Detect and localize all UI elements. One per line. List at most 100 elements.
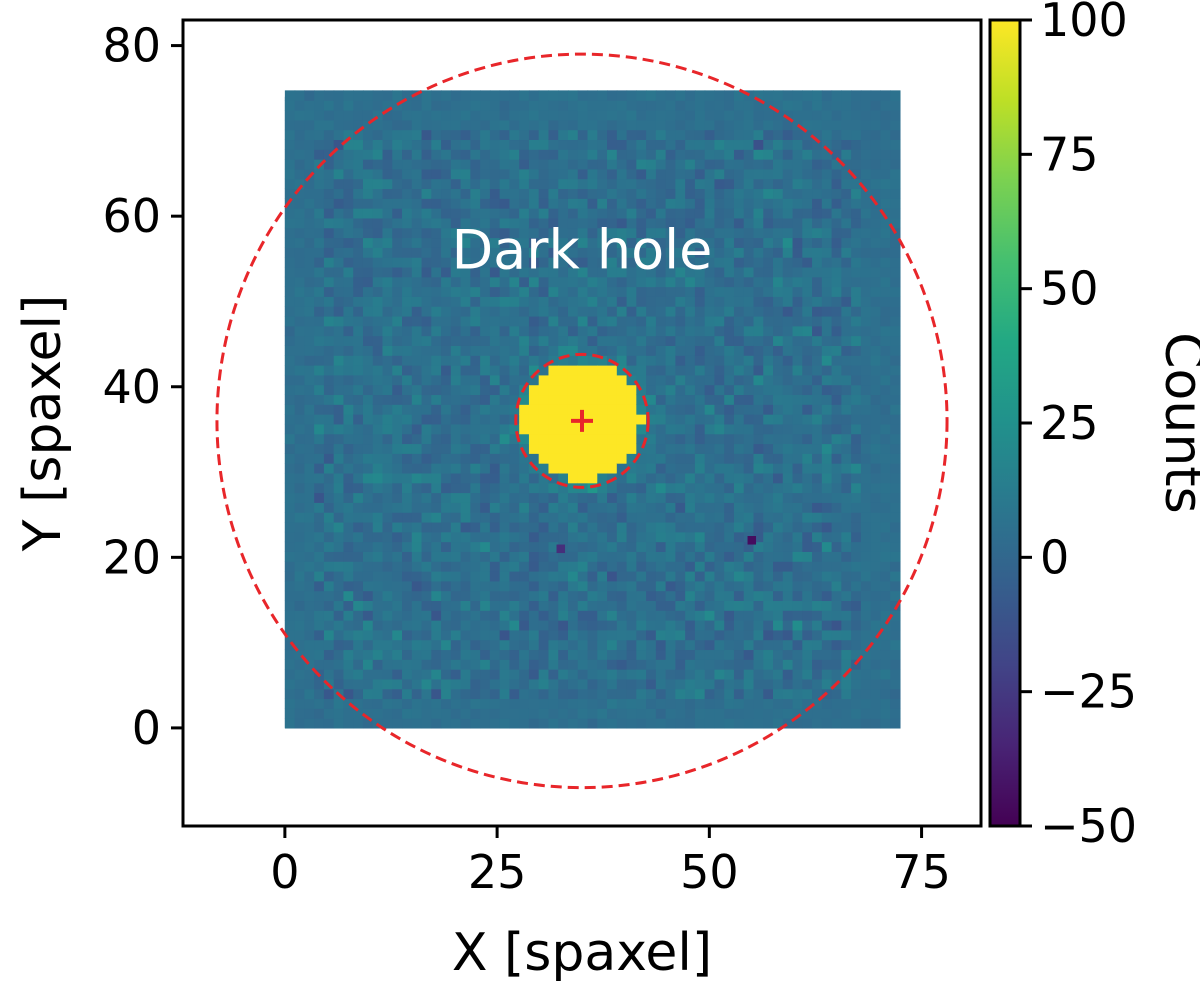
heatmap-cell [587, 708, 598, 719]
heatmap-cell [821, 374, 833, 386]
heatmap-cell [753, 688, 764, 700]
heatmap-cell [870, 149, 881, 160]
heatmap-cell [402, 453, 413, 464]
heatmap-cell [284, 139, 296, 150]
heatmap-cell [753, 443, 764, 454]
heatmap-cell [519, 404, 530, 415]
heatmap-cell [362, 100, 374, 111]
heatmap-cell [655, 463, 667, 474]
heatmap-cell [353, 669, 364, 680]
heatmap-cell [675, 404, 686, 415]
heatmap-cell [655, 492, 667, 503]
heatmap-cell [499, 188, 511, 199]
heatmap-cell [597, 620, 608, 631]
heatmap-cell [392, 600, 403, 611]
heatmap-cell [382, 433, 393, 445]
heatmap-cell [870, 521, 881, 533]
heatmap-cell [870, 570, 881, 582]
heatmap-cell [870, 119, 881, 131]
heatmap-cell [519, 217, 530, 229]
heatmap-cell [470, 649, 481, 660]
heatmap-cell [353, 355, 364, 366]
heatmap-cell [773, 698, 784, 709]
heatmap-cell [421, 698, 432, 709]
heatmap-cell [626, 306, 637, 317]
heatmap-cell [431, 227, 442, 239]
heatmap-cell [890, 423, 901, 435]
heatmap-cell [880, 698, 891, 709]
heatmap-cell [733, 678, 745, 690]
heatmap-cell [294, 296, 305, 307]
heatmap-cell [636, 521, 647, 533]
heatmap-cell [470, 257, 481, 268]
heatmap-cell [880, 168, 891, 180]
heatmap-cell [441, 355, 452, 366]
heatmap-cell [392, 119, 403, 131]
heatmap-cell [284, 404, 296, 415]
heatmap-cell [851, 217, 862, 229]
heatmap-cell [304, 335, 315, 346]
heatmap-cell [353, 570, 364, 582]
heatmap-cell [431, 414, 442, 425]
heatmap-cell [841, 247, 852, 258]
heatmap-cell [480, 355, 491, 366]
heatmap-cell [333, 433, 345, 445]
heatmap-cell [870, 472, 881, 484]
heatmap-cell [860, 198, 872, 209]
heatmap-cell [548, 570, 559, 582]
heatmap-cell [597, 345, 608, 356]
heatmap-cell [890, 100, 901, 111]
heatmap-cell [402, 718, 413, 729]
heatmap-cell [831, 512, 842, 523]
heatmap-cell [733, 512, 745, 523]
heatmap-cell [665, 639, 676, 651]
heatmap-cell [675, 561, 686, 572]
heatmap-cell [480, 374, 491, 386]
heatmap-cell [753, 472, 764, 484]
heatmap-cell [450, 149, 462, 160]
heatmap-cell [538, 286, 550, 297]
heatmap-cell [538, 659, 550, 670]
heatmap-cell [353, 315, 364, 327]
heatmap-cell [460, 521, 471, 533]
heatmap-cell [685, 561, 696, 572]
heatmap-cell [880, 266, 891, 278]
heatmap-cell [392, 718, 403, 729]
heatmap-cell [587, 512, 598, 523]
heatmap-cell [743, 198, 755, 209]
heatmap-cell [607, 649, 618, 660]
heatmap-cell [284, 688, 296, 700]
heatmap-cell [724, 678, 735, 690]
heatmap-cell [753, 541, 764, 552]
heatmap-cell [860, 669, 872, 680]
heatmap-cell [548, 561, 559, 572]
heatmap-cell [294, 698, 305, 709]
heatmap-cell [860, 237, 872, 248]
heatmap-cell [616, 423, 628, 435]
heatmap-cell [294, 315, 305, 327]
heatmap-cell [597, 315, 608, 327]
heatmap-cell [284, 580, 296, 592]
heatmap-cell [616, 365, 628, 376]
heatmap-cell [743, 639, 755, 651]
heatmap-cell [646, 639, 657, 651]
heatmap-cell [343, 551, 354, 562]
heatmap-cell [597, 335, 608, 346]
heatmap-cell [480, 227, 491, 239]
heatmap-cell [880, 208, 891, 219]
heatmap-cell [646, 590, 657, 602]
y-tick-label: 80 [102, 19, 161, 73]
heatmap-cell [460, 472, 471, 484]
heatmap-cell [753, 718, 764, 729]
heatmap-cell [411, 149, 423, 160]
heatmap-cell [441, 306, 452, 317]
heatmap-cell [343, 266, 354, 278]
heatmap-cell [431, 208, 442, 219]
heatmap-cell [880, 355, 891, 366]
heatmap-cell [646, 178, 657, 190]
heatmap-cell [392, 708, 403, 719]
heatmap-cell [402, 649, 413, 660]
heatmap-cell [773, 443, 784, 454]
heatmap-cell [538, 678, 550, 690]
heatmap-cell [294, 531, 305, 543]
